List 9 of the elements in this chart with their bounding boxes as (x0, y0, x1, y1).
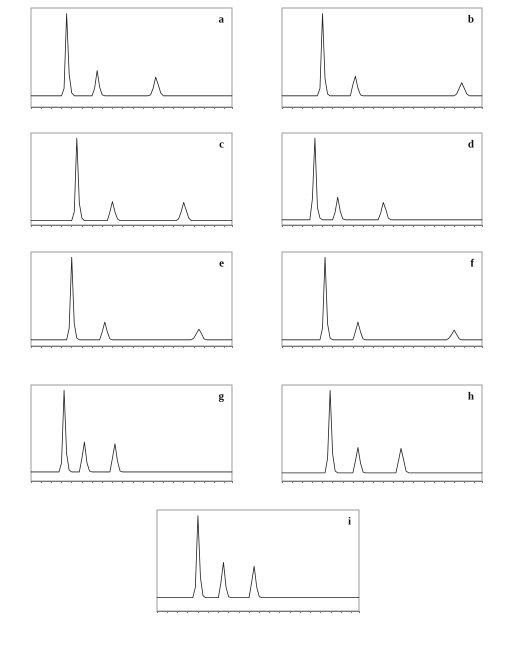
chart-title: i (348, 516, 352, 528)
chart-title: c (219, 138, 224, 150)
chart-title: a (218, 14, 224, 26)
chart-title: b (468, 14, 474, 26)
chart-title: e (219, 258, 224, 270)
chart-title: h (468, 390, 474, 402)
chart-title: f (470, 258, 474, 270)
chart-title: g (218, 390, 224, 402)
chart-title: d (468, 138, 474, 150)
